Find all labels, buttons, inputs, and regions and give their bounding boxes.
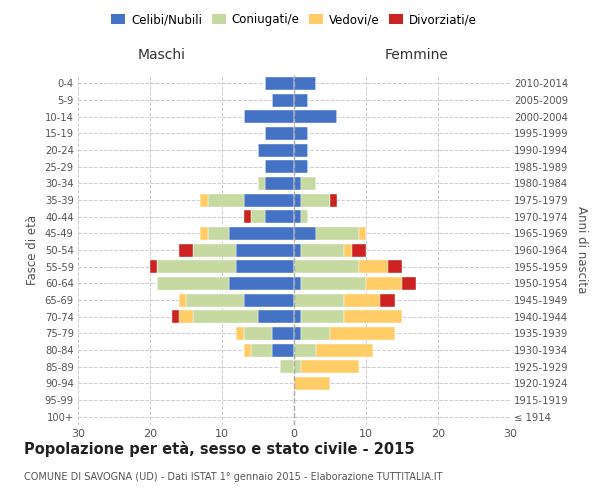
Bar [265, 127, 294, 140]
Bar [294, 177, 301, 190]
Bar [208, 227, 229, 240]
Bar [294, 77, 316, 90]
Bar [244, 110, 294, 123]
Bar [301, 244, 344, 256]
Bar [244, 294, 294, 306]
Bar [359, 227, 366, 240]
Bar [265, 177, 294, 190]
Bar [316, 344, 373, 356]
Bar [193, 244, 236, 256]
Bar [301, 277, 366, 290]
Bar [272, 327, 294, 340]
Bar [294, 277, 301, 290]
Bar [316, 227, 359, 240]
Bar [366, 277, 402, 290]
Bar [344, 294, 380, 306]
Bar [280, 360, 294, 373]
Text: Popolazione per età, sesso e stato civile - 2015: Popolazione per età, sesso e stato civil… [24, 441, 415, 457]
Bar [157, 277, 229, 290]
Bar [200, 194, 208, 206]
Text: Femmine: Femmine [385, 48, 449, 62]
Bar [294, 160, 308, 173]
Bar [330, 194, 337, 206]
Bar [251, 344, 272, 356]
Bar [272, 344, 294, 356]
Bar [330, 327, 395, 340]
Bar [294, 227, 316, 240]
Bar [193, 310, 258, 323]
Y-axis label: Anni di nascita: Anni di nascita [575, 206, 588, 294]
Bar [294, 344, 316, 356]
Bar [294, 94, 308, 106]
Bar [380, 294, 395, 306]
Bar [294, 244, 301, 256]
Bar [301, 360, 359, 373]
Bar [200, 227, 208, 240]
Legend: Celibi/Nubili, Coniugati/e, Vedovi/e, Divorziati/e: Celibi/Nubili, Coniugati/e, Vedovi/e, Di… [106, 8, 482, 31]
Bar [294, 127, 308, 140]
Bar [301, 177, 316, 190]
Bar [179, 294, 186, 306]
Bar [352, 244, 366, 256]
Bar [172, 310, 179, 323]
Bar [229, 277, 294, 290]
Bar [251, 210, 265, 223]
Bar [244, 194, 294, 206]
Y-axis label: Fasce di età: Fasce di età [26, 215, 39, 285]
Bar [294, 294, 344, 306]
Bar [294, 260, 359, 273]
Bar [265, 210, 294, 223]
Bar [294, 327, 301, 340]
Bar [150, 260, 157, 273]
Bar [294, 310, 301, 323]
Bar [301, 310, 344, 323]
Bar [236, 327, 244, 340]
Bar [244, 210, 251, 223]
Bar [258, 310, 294, 323]
Text: COMUNE DI SAVOGNA (UD) - Dati ISTAT 1° gennaio 2015 - Elaborazione TUTTITALIA.IT: COMUNE DI SAVOGNA (UD) - Dati ISTAT 1° g… [24, 472, 443, 482]
Bar [344, 310, 402, 323]
Text: Maschi: Maschi [138, 48, 186, 62]
Bar [402, 277, 416, 290]
Bar [301, 327, 330, 340]
Bar [244, 327, 272, 340]
Bar [294, 144, 308, 156]
Bar [294, 377, 330, 390]
Bar [229, 227, 294, 240]
Bar [388, 260, 402, 273]
Bar [301, 194, 330, 206]
Bar [359, 260, 388, 273]
Bar [179, 244, 193, 256]
Bar [208, 194, 244, 206]
Bar [179, 310, 193, 323]
Bar [294, 194, 301, 206]
Bar [258, 144, 294, 156]
Bar [265, 77, 294, 90]
Bar [244, 344, 251, 356]
Bar [236, 244, 294, 256]
Bar [301, 210, 308, 223]
Bar [258, 177, 265, 190]
Bar [157, 260, 236, 273]
Bar [272, 94, 294, 106]
Bar [294, 360, 301, 373]
Bar [294, 210, 301, 223]
Bar [265, 160, 294, 173]
Bar [236, 260, 294, 273]
Bar [344, 244, 352, 256]
Bar [186, 294, 244, 306]
Bar [294, 110, 337, 123]
